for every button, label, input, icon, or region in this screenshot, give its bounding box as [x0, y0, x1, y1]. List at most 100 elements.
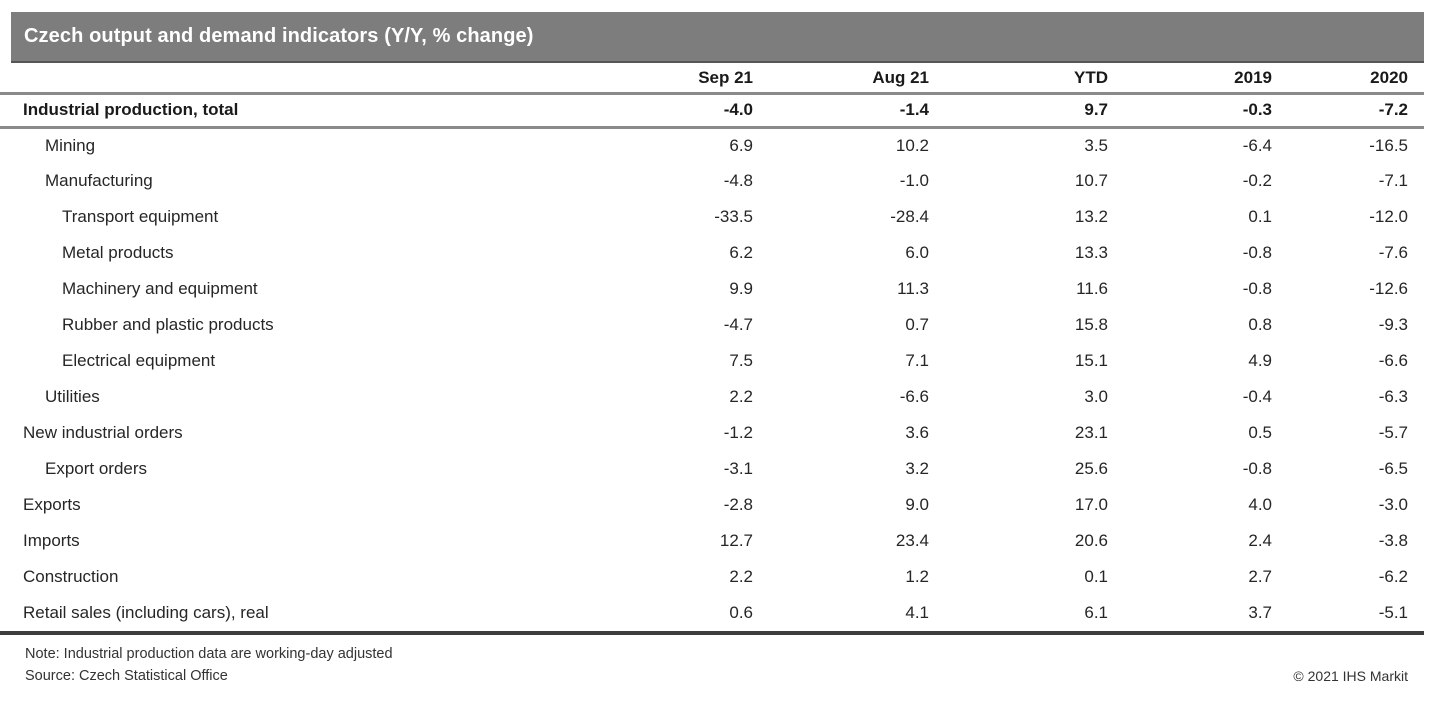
table-row: Metal products 6.2 6.0 13.3 -0.8 -7.6 [0, 235, 1424, 271]
column-header-aug21: Aug 21 [872, 67, 929, 87]
row-value: -4.0 [723, 100, 753, 119]
row-label: Electrical equipment [62, 351, 216, 370]
table-title: Czech output and demand indicators (Y/Y,… [24, 25, 534, 47]
row-value: 7.1 [905, 351, 929, 370]
row-label: Construction [23, 567, 119, 586]
column-header-2020: 2020 [1370, 67, 1408, 87]
column-header-ytd: YTD [1074, 67, 1108, 87]
source-note: Source: Czech Statistical Office [25, 668, 228, 684]
header-label-cell [0, 63, 653, 93]
row-label: Mining [45, 135, 96, 155]
row-label: Manufacturing [45, 171, 153, 190]
indicators-table: Sep 21 Aug 21 YTD 2019 2020 Industrial p… [0, 63, 1424, 631]
row-value: 15.1 [1074, 351, 1108, 370]
table-row: Manufacturing -4.8 -1.0 10.7 -0.2 -7.1 [0, 163, 1424, 199]
row-value: -5.1 [1378, 603, 1408, 622]
row-value: 1.2 [905, 567, 929, 586]
row-value: 15.8 [1074, 315, 1108, 334]
row-value: 23.4 [895, 531, 929, 550]
row-value: -3.1 [723, 459, 753, 478]
row-value: 0.6 [729, 603, 753, 622]
table-title-bar: Czech output and demand indicators (Y/Y,… [11, 12, 1424, 63]
row-value: 17.0 [1074, 495, 1108, 514]
row-value: -7.2 [1378, 100, 1408, 119]
row-label: Retail sales (including cars), real [23, 603, 269, 622]
column-header-sep21: Sep 21 [698, 67, 753, 87]
row-value: 2.2 [729, 387, 753, 406]
row-value: 6.1 [1084, 603, 1108, 622]
row-value: -9.3 [1378, 315, 1408, 334]
row-value: 2.7 [1248, 567, 1272, 586]
row-value: -6.5 [1378, 459, 1408, 478]
row-value: 3.0 [1084, 387, 1108, 406]
column-header-2019: 2019 [1234, 67, 1272, 87]
row-value: 10.7 [1074, 171, 1108, 190]
row-value: 25.6 [1074, 459, 1108, 478]
table-row: Industrial production, total -4.0 -1.4 9.7 -… [0, 93, 1424, 127]
row-value: 0.1 [1248, 207, 1272, 226]
row-value: -6.6 [899, 387, 929, 406]
row-value: 13.2 [1074, 207, 1108, 226]
table-row: Transport equipment -33.5 -28.4 13.2 0.1 -12.… [0, 199, 1424, 235]
header-row: Sep 21 Aug 21 YTD 2019 2020 [0, 63, 1424, 93]
row-value: 20.6 [1074, 531, 1108, 550]
row-value: 0.7 [905, 315, 929, 334]
row-value: -28.4 [890, 207, 929, 226]
row-label: Machinery and equipment [62, 279, 258, 298]
row-value: -33.5 [714, 207, 753, 226]
row-value: -1.0 [899, 171, 929, 190]
row-value: 7.5 [729, 351, 753, 370]
row-value: -1.2 [723, 423, 753, 442]
row-value: -12.0 [1369, 207, 1408, 226]
row-value: -6.4 [1242, 135, 1272, 155]
table-row: Imports 12.7 23.4 20.6 2.4 -3.8 [0, 523, 1424, 559]
copyright: © 2021 IHS Markit [1293, 668, 1408, 684]
table-row: Rubber and plastic products -4.7 0.7 15.8 0.… [0, 307, 1424, 343]
row-value: 3.7 [1248, 603, 1272, 622]
row-value: 6.0 [905, 243, 929, 262]
row-value: 11.3 [897, 279, 929, 298]
table-row: Construction 2.2 1.2 0.1 2.7 -6.2 [0, 559, 1424, 595]
row-value: 12.7 [719, 531, 753, 550]
table-row: Exports -2.8 9.0 17.0 4.0 -3.0 [0, 487, 1424, 523]
row-label: Metal products [62, 243, 174, 262]
table-row: Export orders -3.1 3.2 25.6 -0.8 -6.5 [0, 451, 1424, 487]
row-label: Exports [23, 495, 81, 514]
row-value: 10.2 [895, 135, 929, 155]
row-value: 23.1 [1074, 423, 1108, 442]
row-value: -0.4 [1242, 387, 1272, 406]
row-value: 0.1 [1084, 567, 1108, 586]
row-label: Industrial production, total [23, 100, 239, 119]
footer-notes: Note: Industrial production data are wor… [0, 643, 393, 687]
row-label: Export orders [45, 459, 148, 478]
row-value: -0.8 [1242, 243, 1272, 262]
row-value: -3.0 [1378, 495, 1408, 514]
row-value: 3.6 [905, 423, 929, 442]
row-value: 9.7 [1084, 100, 1108, 119]
row-value: -1.4 [899, 100, 929, 119]
row-value: -4.7 [723, 315, 753, 334]
row-label: Utilities [45, 387, 100, 406]
row-value: 3.2 [905, 459, 929, 478]
table-row: Mining 6.9 10.2 3.5 -6.4 -16.5 [0, 127, 1424, 163]
row-value: 0.8 [1248, 315, 1272, 334]
row-value: 11.6 [1076, 279, 1108, 298]
row-value: -6.6 [1378, 351, 1408, 370]
row-value: -0.3 [1242, 100, 1272, 119]
row-label: New industrial orders [23, 423, 183, 442]
row-value: -7.6 [1378, 243, 1408, 262]
row-value: 0.5 [1248, 423, 1272, 442]
row-label: Imports [23, 531, 80, 550]
row-value: 6.2 [729, 243, 753, 262]
row-value: -4.8 [723, 171, 753, 190]
row-value: -16.5 [1369, 135, 1408, 155]
row-value: 2.2 [729, 567, 753, 586]
row-value: -6.2 [1378, 567, 1408, 586]
row-value: 9.9 [729, 279, 753, 298]
footnote: Note: Industrial production data are wor… [25, 646, 393, 662]
row-value: -7.1 [1378, 171, 1408, 190]
report-table-page: Czech output and demand indicators (Y/Y,… [0, 12, 1429, 718]
row-value: 4.1 [905, 603, 929, 622]
row-value: 4.9 [1248, 351, 1272, 370]
row-value: -3.8 [1378, 531, 1408, 550]
